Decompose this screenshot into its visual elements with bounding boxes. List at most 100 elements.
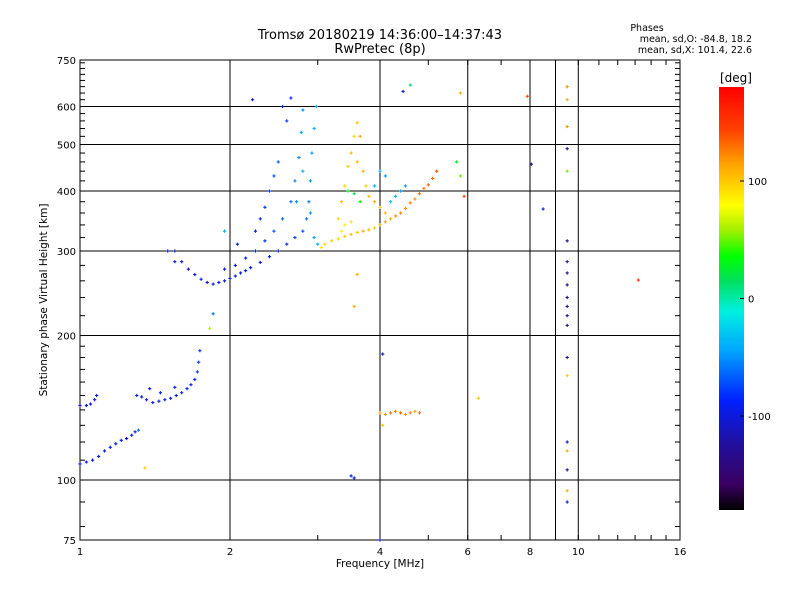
data-point bbox=[455, 160, 459, 164]
data-point bbox=[148, 387, 152, 391]
y-tick-label: 400 bbox=[57, 187, 76, 198]
data-point bbox=[352, 192, 356, 196]
data-point bbox=[372, 200, 377, 204]
data-point bbox=[163, 398, 167, 402]
data-point bbox=[383, 174, 387, 178]
data-point bbox=[130, 433, 134, 437]
data-point bbox=[143, 466, 147, 470]
data-point bbox=[381, 352, 385, 356]
data-point bbox=[136, 428, 141, 432]
chart-title: Tromsø 20180219 14:36:00–14:37:43 bbox=[257, 28, 502, 43]
data-point bbox=[565, 271, 569, 275]
data-point bbox=[340, 229, 344, 233]
x-tick-label: 10 bbox=[572, 547, 585, 558]
data-point bbox=[114, 442, 118, 446]
data-point bbox=[97, 454, 101, 459]
data-point bbox=[565, 440, 569, 444]
data-point bbox=[102, 449, 107, 453]
data-point bbox=[289, 96, 293, 100]
data-point bbox=[276, 160, 280, 164]
data-point bbox=[422, 186, 426, 191]
data-point bbox=[186, 267, 190, 271]
data-point bbox=[413, 197, 417, 201]
data-point bbox=[565, 468, 569, 472]
data-point bbox=[173, 249, 177, 253]
data-point bbox=[367, 194, 371, 198]
data-point bbox=[169, 396, 173, 400]
data-point bbox=[272, 229, 276, 233]
data-point bbox=[189, 383, 193, 387]
x-tick-labels: 1 2 4 6 8 10 16 bbox=[77, 547, 687, 558]
data-point bbox=[193, 377, 197, 382]
data-point bbox=[173, 385, 177, 389]
data-point bbox=[565, 283, 569, 287]
data-point bbox=[352, 304, 356, 308]
data-point bbox=[289, 200, 293, 204]
phase-mean-o: mean, sd,O: -84.8, 18.2 bbox=[640, 34, 752, 45]
data-point bbox=[205, 280, 209, 285]
data-point bbox=[565, 304, 569, 308]
data-point bbox=[88, 402, 93, 406]
colorbar-ticks: 100 0 -100 bbox=[740, 177, 771, 423]
plot-area: 1 2 4 6 8 10 16 75 100 200 300 400 500 600 750 bbox=[57, 56, 686, 558]
data-point bbox=[185, 387, 189, 391]
data-point bbox=[343, 234, 347, 238]
colorbar-tick-label: 100 bbox=[748, 177, 767, 188]
data-point bbox=[140, 395, 144, 399]
data-point bbox=[293, 235, 297, 240]
data-point bbox=[293, 179, 297, 183]
y-tick-labels: 75 100 200 300 400 500 600 750 bbox=[57, 56, 76, 547]
data-point bbox=[84, 460, 88, 464]
data-point bbox=[399, 411, 403, 415]
data-point bbox=[343, 184, 347, 188]
data-point bbox=[222, 229, 227, 233]
data-point bbox=[119, 438, 123, 442]
data-point bbox=[565, 355, 569, 360]
y-tick-label: 300 bbox=[57, 247, 76, 258]
gridlines bbox=[80, 60, 680, 540]
data-point bbox=[358, 200, 362, 204]
data-point bbox=[250, 98, 255, 102]
data-point bbox=[340, 200, 344, 204]
y-tick-label: 500 bbox=[57, 141, 76, 152]
data-point bbox=[378, 205, 382, 209]
data-point bbox=[383, 211, 387, 215]
data-point bbox=[272, 174, 276, 178]
chart-subtitle: RwPretec (8p) bbox=[334, 42, 425, 57]
data-point bbox=[352, 134, 356, 138]
data-point bbox=[636, 278, 640, 282]
data-point bbox=[565, 239, 569, 243]
data-point bbox=[565, 374, 569, 378]
data-point bbox=[174, 393, 178, 398]
data-point bbox=[280, 217, 285, 221]
data-point bbox=[476, 396, 480, 400]
data-point bbox=[426, 183, 430, 187]
data-point bbox=[305, 217, 309, 221]
data-point bbox=[349, 232, 353, 236]
data-point bbox=[197, 360, 201, 364]
x-tick-label: 1 bbox=[77, 547, 83, 558]
data-point bbox=[413, 409, 417, 413]
data-point bbox=[355, 160, 359, 164]
data-point bbox=[346, 189, 350, 193]
data-point bbox=[199, 277, 203, 281]
data-point bbox=[244, 256, 248, 260]
phase-heading: Phases bbox=[630, 23, 663, 34]
data-point bbox=[157, 399, 161, 403]
data-point bbox=[301, 108, 305, 112]
data-point bbox=[319, 245, 323, 250]
data-point bbox=[135, 393, 139, 398]
y-axis-label: Stationary phase Virtual Height [km] bbox=[38, 204, 50, 397]
data-point bbox=[173, 260, 177, 264]
data-point bbox=[458, 91, 463, 95]
colorbar-tick-label: -100 bbox=[748, 412, 771, 423]
data-point bbox=[91, 458, 95, 462]
colorbar-tick-label: 0 bbox=[748, 295, 754, 306]
data-point bbox=[198, 349, 202, 353]
data-point bbox=[95, 393, 99, 398]
data-point bbox=[180, 391, 184, 395]
data-point bbox=[211, 312, 215, 316]
data-point bbox=[222, 267, 227, 271]
data-point bbox=[378, 538, 382, 542]
data-point bbox=[435, 169, 439, 173]
